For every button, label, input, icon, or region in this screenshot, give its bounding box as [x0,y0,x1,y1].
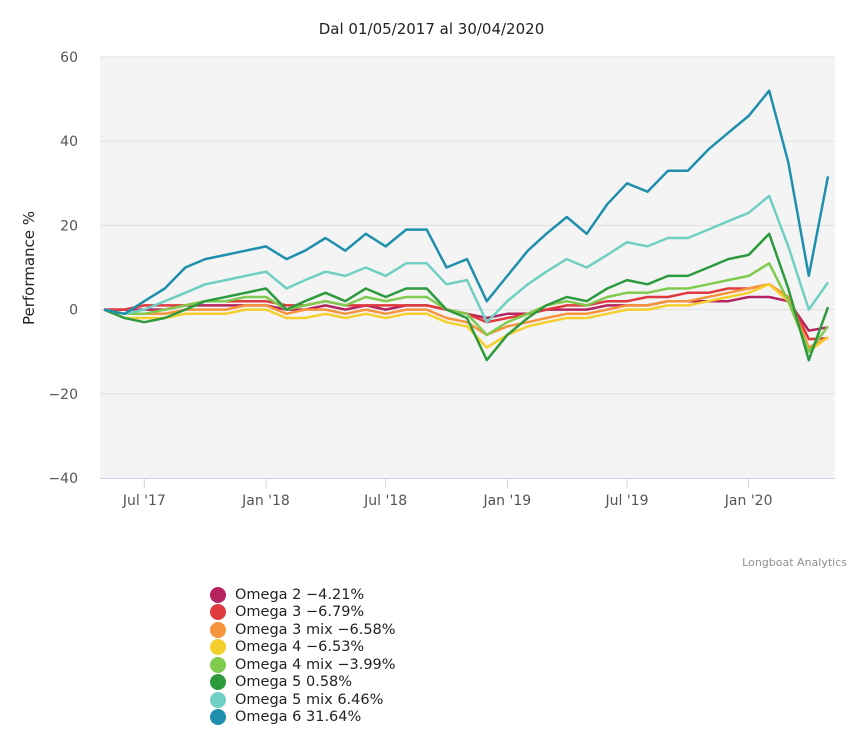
series-line-omega-4-mix[interactable] [103,262,829,353]
series-line-omega-3-mix[interactable] [103,283,829,349]
y-tick-label: −40 [48,471,78,487]
legend-marker-icon [210,674,226,691]
y-tick-label: 40 [60,134,78,150]
y-tick-label: 0 [69,303,78,319]
legend-item[interactable]: Omega 3 −6.79% [210,604,396,622]
legend-marker-icon [210,604,226,621]
series-line-omega-4[interactable] [103,283,829,353]
y-tick-label: 60 [60,50,78,66]
legend-marker-icon [210,691,226,708]
y-tick-label: −20 [48,387,78,403]
legend-item[interactable]: Omega 2 −4.21% [210,586,396,604]
legend-marker-icon [210,639,226,656]
credits-link[interactable]: Longboat Analytics [742,556,847,569]
gridlines [100,56,835,395]
legend-marker-icon [210,656,226,673]
x-axis-ticks: Jul '17 Jan '18 Jul '18 Jan '19 Jul '19 Jan '… [100,478,835,509]
legend-item[interactable]: Omega 3 mix −6.58% [210,621,396,639]
x-tick-label: Jan '19 [482,493,531,509]
legend: Omega 2 −4.21% Omega 3 −6.79% Omega 3 mix … [210,586,396,726]
legend-label: Omega 3 −6.79% [235,604,365,621]
legend-label: Omega 4 mix −3.99% [235,656,396,673]
legend-label: Omega 3 mix −6.58% [235,621,396,638]
chart-title: Dal 01/05/2017 al 30/04/2020 [318,20,545,38]
legend-item[interactable]: Omega 4 mix −3.99% [210,656,396,674]
x-tick-label: Jan '18 [241,493,290,509]
legend-item[interactable]: Omega 5 0.58% [210,674,396,692]
x-tick-label: Jul '19 [604,493,648,509]
legend-label: Omega 6 31.64% [235,709,362,726]
x-tick-label: Jul '18 [363,493,407,509]
series-lines [103,89,830,362]
legend-label: Omega 4 −6.53% [235,639,365,656]
x-tick-label: Jul '17 [122,493,166,509]
plot-background [100,57,835,478]
legend-label: Omega 2 −4.21% [235,586,365,603]
legend-marker-icon [210,586,226,603]
legend-marker-icon [210,621,226,638]
series-line-omega-5-mix[interactable] [103,194,830,324]
line-chart: 60 40 20 0 −20 −40 Jul '17 Jan '18 Jul '18 Jan '… [20,50,835,509]
legend-item[interactable]: Omega 6 31.64% [210,709,396,727]
legend-label: Omega 5 0.58% [235,674,353,691]
series-line-omega-6[interactable] [103,89,830,316]
y-axis-ticks: 60 40 20 0 −20 −40 [48,50,78,487]
series-line-omega-5[interactable] [103,232,830,362]
legend-item[interactable]: Omega 5 mix 6.46% [210,691,396,709]
legend-item[interactable]: Omega 4 −6.53% [210,639,396,657]
y-axis-label: Performance % [20,211,38,325]
legend-label: Omega 5 mix 6.46% [235,691,384,708]
legend-marker-icon [210,709,226,726]
x-tick-label: Jan '20 [724,493,773,509]
y-tick-label: 20 [60,218,78,234]
